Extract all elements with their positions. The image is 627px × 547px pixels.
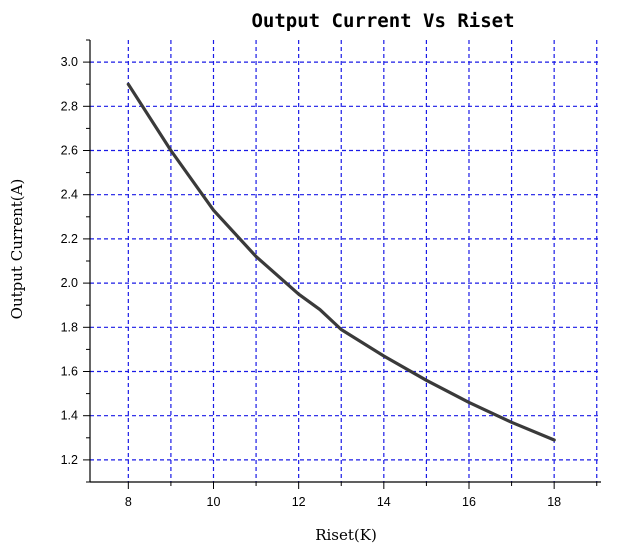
y-axis-label: Output Current(A)	[8, 179, 26, 320]
x-axis-label: Riset(K)	[315, 526, 377, 544]
x-ticks: 8 10 12 14 16 18	[125, 482, 598, 509]
y-ticks: 1.2 1.4 1.6 1.8 2.0 2.2 2.4 2.6 2.8 3.0	[61, 39, 90, 483]
y-tick-label: 2.8	[61, 99, 78, 113]
x-tick-label: 14	[377, 495, 391, 509]
y-tick-label: 2.4	[61, 188, 78, 202]
y-tick-label: 2.6	[61, 144, 78, 158]
x-tick-label: 8	[125, 495, 132, 509]
chart-title: Output Current Vs Riset	[251, 10, 514, 32]
series-layer	[126, 82, 556, 442]
y-tick-label: 1.4	[61, 409, 78, 423]
y-tick-label: 1.6	[61, 365, 78, 379]
series-line	[126, 82, 556, 442]
x-tick-label: 18	[547, 495, 561, 509]
y-tick-label: 2.0	[61, 276, 78, 290]
y-tick-label: 3.0	[61, 55, 78, 69]
x-tick-label: 16	[462, 495, 476, 509]
y-tick-label: 1.8	[61, 320, 78, 334]
y-tick-label: 1.2	[61, 453, 78, 467]
grid-lines	[90, 40, 601, 482]
x-tick-label: 10	[207, 495, 221, 509]
x-tick-label: 12	[292, 495, 306, 509]
y-tick-label: 2.2	[61, 232, 78, 246]
